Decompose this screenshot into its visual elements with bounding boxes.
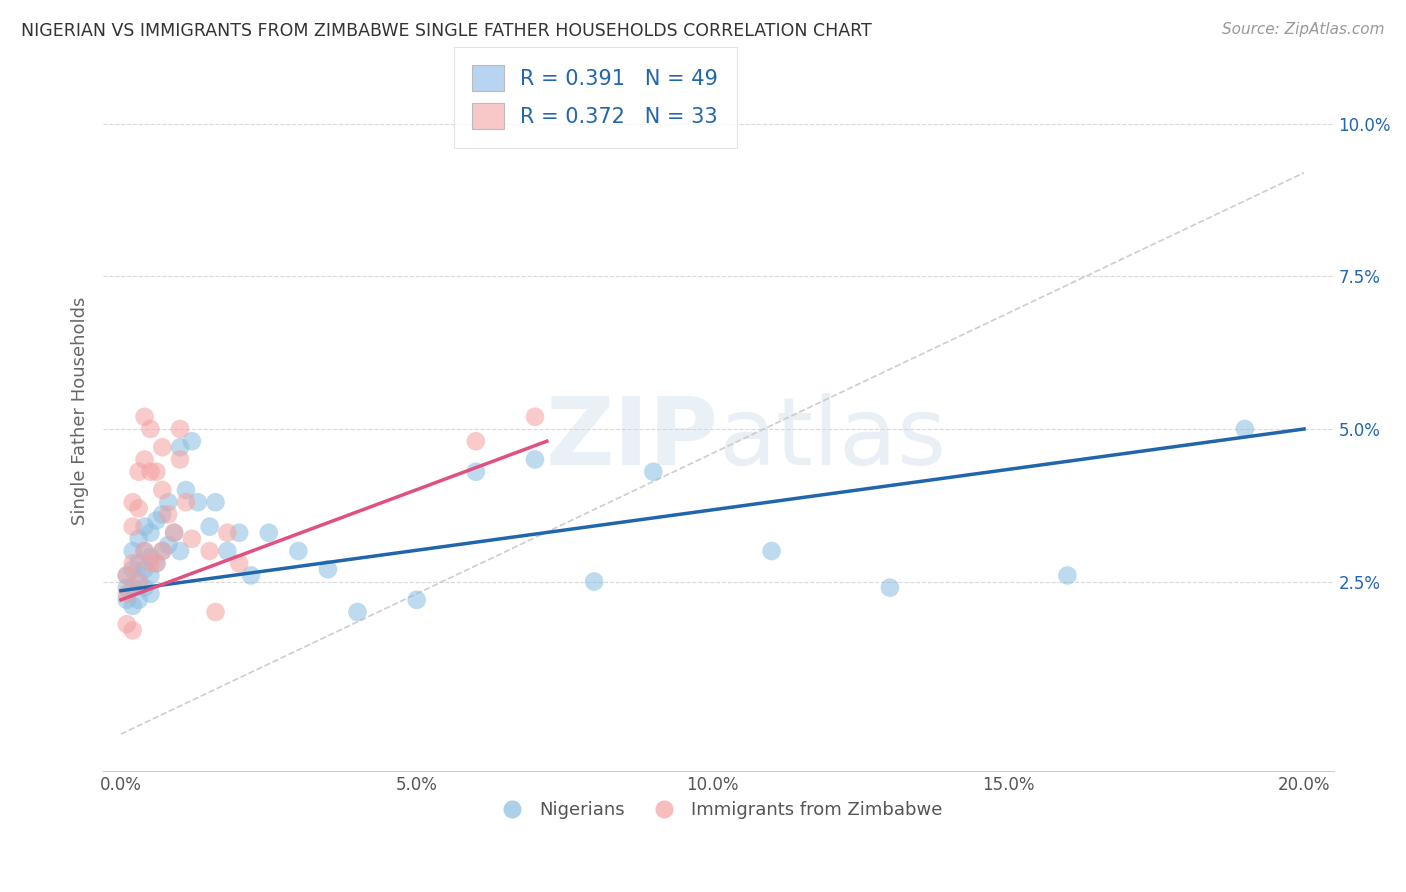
Point [217,525,239,540]
Point [115,587,138,601]
Point [145,556,167,570]
Point [134,544,156,558]
Point [643,465,665,479]
Text: NIGERIAN VS IMMIGRANTS FROM ZIMBABWE SINGLE FATHER HOUSEHOLDS CORRELATION CHART: NIGERIAN VS IMMIGRANTS FROM ZIMBABWE SIN… [21,22,872,40]
Text: atlas: atlas [718,393,946,485]
Legend: Nigerians, Immigrants from Zimbabwe: Nigerians, Immigrants from Zimbabwe [486,794,950,827]
Point [121,581,143,595]
Point [583,574,606,589]
Point [115,568,138,582]
Point [115,592,138,607]
Point [150,483,173,497]
Point [150,544,173,558]
Point [134,409,156,424]
Point [128,556,150,570]
Point [169,422,191,436]
Point [187,495,209,509]
Point [121,544,143,558]
Point [169,452,191,467]
Point [121,599,143,613]
Point [228,556,250,570]
Text: ZIP: ZIP [546,393,718,485]
Point [257,525,280,540]
Point [316,562,339,576]
Point [134,519,156,533]
Point [464,465,486,479]
Point [139,422,162,436]
Point [128,501,150,516]
Point [180,532,202,546]
Point [157,508,180,522]
Point [163,525,186,540]
Point [761,544,783,558]
Point [128,532,150,546]
Point [134,562,156,576]
Point [139,550,162,565]
Point [524,409,547,424]
Point [287,544,309,558]
Point [150,508,173,522]
Point [346,605,368,619]
Point [150,440,173,454]
Point [169,544,191,558]
Point [134,581,156,595]
Point [1056,568,1078,582]
Point [150,544,173,558]
Point [115,568,138,582]
Point [524,452,547,467]
Point [204,495,226,509]
Point [121,495,143,509]
Text: Source: ZipAtlas.com: Source: ZipAtlas.com [1222,22,1385,37]
Point [174,495,197,509]
Point [139,465,162,479]
Point [145,514,167,528]
Point [139,587,162,601]
Point [128,465,150,479]
Point [121,519,143,533]
Point [198,544,221,558]
Point [240,568,263,582]
Point [879,581,901,595]
Point [228,525,250,540]
Point [139,525,162,540]
Point [217,544,239,558]
Point [121,556,143,570]
Point [204,605,226,619]
Point [139,556,162,570]
Point [128,574,150,589]
Point [464,434,486,449]
Point [157,538,180,552]
Point [121,562,143,576]
Point [145,465,167,479]
Point [145,556,167,570]
Point [134,544,156,558]
Point [134,452,156,467]
Point [115,617,138,632]
Point [121,624,143,638]
Point [174,483,197,497]
Point [157,495,180,509]
Point [1233,422,1256,436]
Y-axis label: Single Father Households: Single Father Households [72,296,89,524]
Point [180,434,202,449]
Point [128,592,150,607]
Point [115,581,138,595]
Point [163,525,186,540]
Point [139,568,162,582]
Point [198,519,221,533]
Point [128,574,150,589]
Point [169,440,191,454]
Point [405,592,427,607]
